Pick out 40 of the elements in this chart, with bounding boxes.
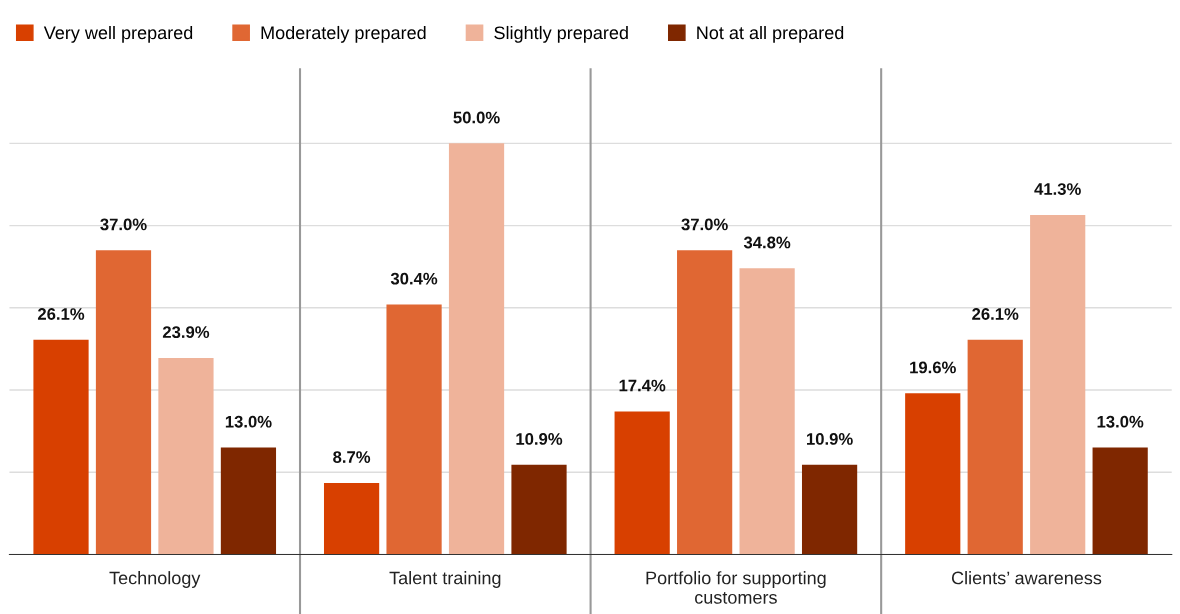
data-label: 19.6% <box>910 361 956 374</box>
data-label: 30.4% <box>390 272 438 285</box>
bar <box>220 447 277 555</box>
data-label: 37.0% <box>681 218 728 231</box>
x-tick-label: Portfolio for supporting customers <box>646 571 826 604</box>
data-label: 34.8% <box>743 236 791 249</box>
x-tick-label: Clients’ awareness <box>951 571 1102 585</box>
bar <box>386 304 442 555</box>
bar <box>739 268 795 555</box>
data-label: 23.9% <box>162 326 210 339</box>
data-label: 37.0% <box>100 218 147 231</box>
data-label: 13.0% <box>1097 415 1144 428</box>
legend-label: Slightly prepared <box>494 25 628 43</box>
legend-label: Moderately prepared <box>261 25 426 43</box>
data-label: 50.0% <box>453 111 500 124</box>
bar <box>448 143 505 555</box>
bar <box>33 339 89 555</box>
legend-label: Very well prepared <box>43 25 193 43</box>
data-label: 10.9% <box>807 433 853 445</box>
legend-label: Not at all prepared <box>697 25 844 43</box>
bar <box>1092 447 1148 555</box>
bar <box>511 464 567 555</box>
data-label: 13.0% <box>225 415 272 428</box>
bar <box>614 411 670 555</box>
data-label: 10.9% <box>516 433 563 445</box>
data-label: 26.1% <box>972 308 1019 320</box>
bar <box>801 464 858 555</box>
bar <box>158 357 214 555</box>
data-label: 41.3% <box>1034 183 1081 195</box>
bar <box>323 482 380 555</box>
bar <box>95 250 152 555</box>
data-label: 17.4% <box>619 379 666 392</box>
data-label: 8.7% <box>333 451 371 463</box>
x-tick-label: Talent training <box>389 571 501 588</box>
x-tick-label: Technology <box>109 571 201 588</box>
bar <box>1030 214 1086 555</box>
data-label: 26.1% <box>37 308 85 320</box>
bar <box>905 393 961 555</box>
bar <box>967 339 1023 555</box>
bar <box>677 250 733 555</box>
